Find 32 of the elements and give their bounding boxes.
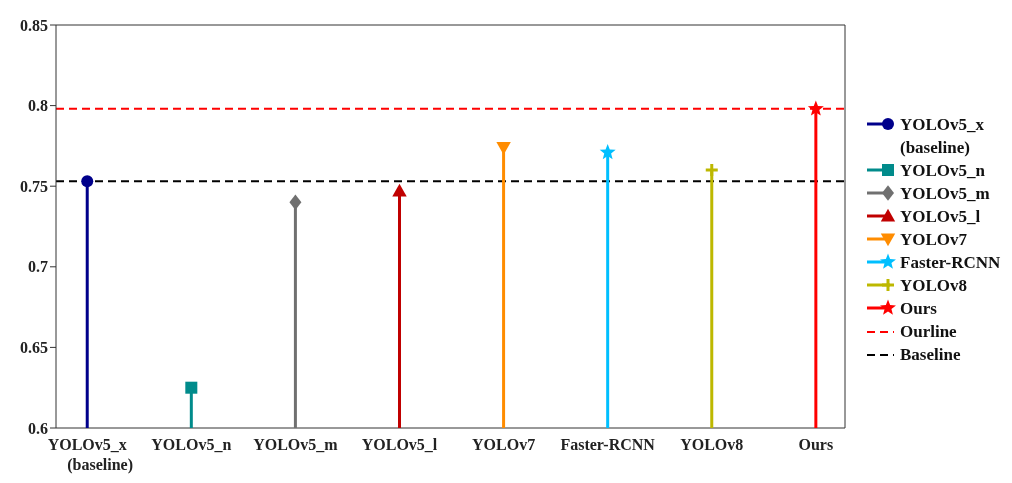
point — [599, 143, 616, 160]
legend-label: Baseline — [900, 344, 961, 366]
legend-label: Ours — [900, 298, 937, 320]
point — [704, 162, 720, 178]
x-tick-label: YOLOv5_m — [253, 436, 339, 453]
y-tick-label: 0.85 — [20, 16, 48, 34]
x-tick-label: YOLOv7 — [472, 436, 536, 453]
x-tick-label: Faster-RCNN — [560, 436, 656, 453]
legend-label: YOLOv8 — [900, 275, 968, 297]
legend-label: YOLOv5_n — [900, 160, 986, 182]
x-tick-label: YOLOv8 — [680, 436, 744, 453]
point — [185, 381, 198, 394]
legend-label: YOLOv5_x (baseline) — [900, 114, 985, 159]
x-tick-label: YOLOv5_x (baseline) — [47, 436, 134, 474]
point — [392, 183, 407, 197]
legend-label: YOLOv7 — [900, 229, 968, 251]
point — [81, 175, 94, 188]
legend-label: YOLOv5_l — [900, 206, 981, 228]
x-tick-label: YOLOv5_n — [151, 436, 232, 453]
y-tick-label: 0.75 — [20, 177, 48, 195]
y-tick-label: 0.65 — [20, 339, 48, 357]
x-tick-label: Ours — [798, 436, 834, 453]
point — [807, 100, 824, 116]
y-tick-label: 0.6 — [28, 419, 48, 437]
x-tick-label: YOLOv5_l — [361, 436, 438, 453]
point — [496, 142, 511, 155]
legend-label: Faster-RCNN — [900, 252, 1001, 274]
legend-label: YOLOv5_m — [900, 183, 990, 205]
y-tick-label: 0.7 — [28, 258, 48, 276]
legend-label: Ourline — [900, 321, 957, 343]
y-tick-label: 0.8 — [28, 97, 48, 115]
point — [289, 194, 302, 211]
